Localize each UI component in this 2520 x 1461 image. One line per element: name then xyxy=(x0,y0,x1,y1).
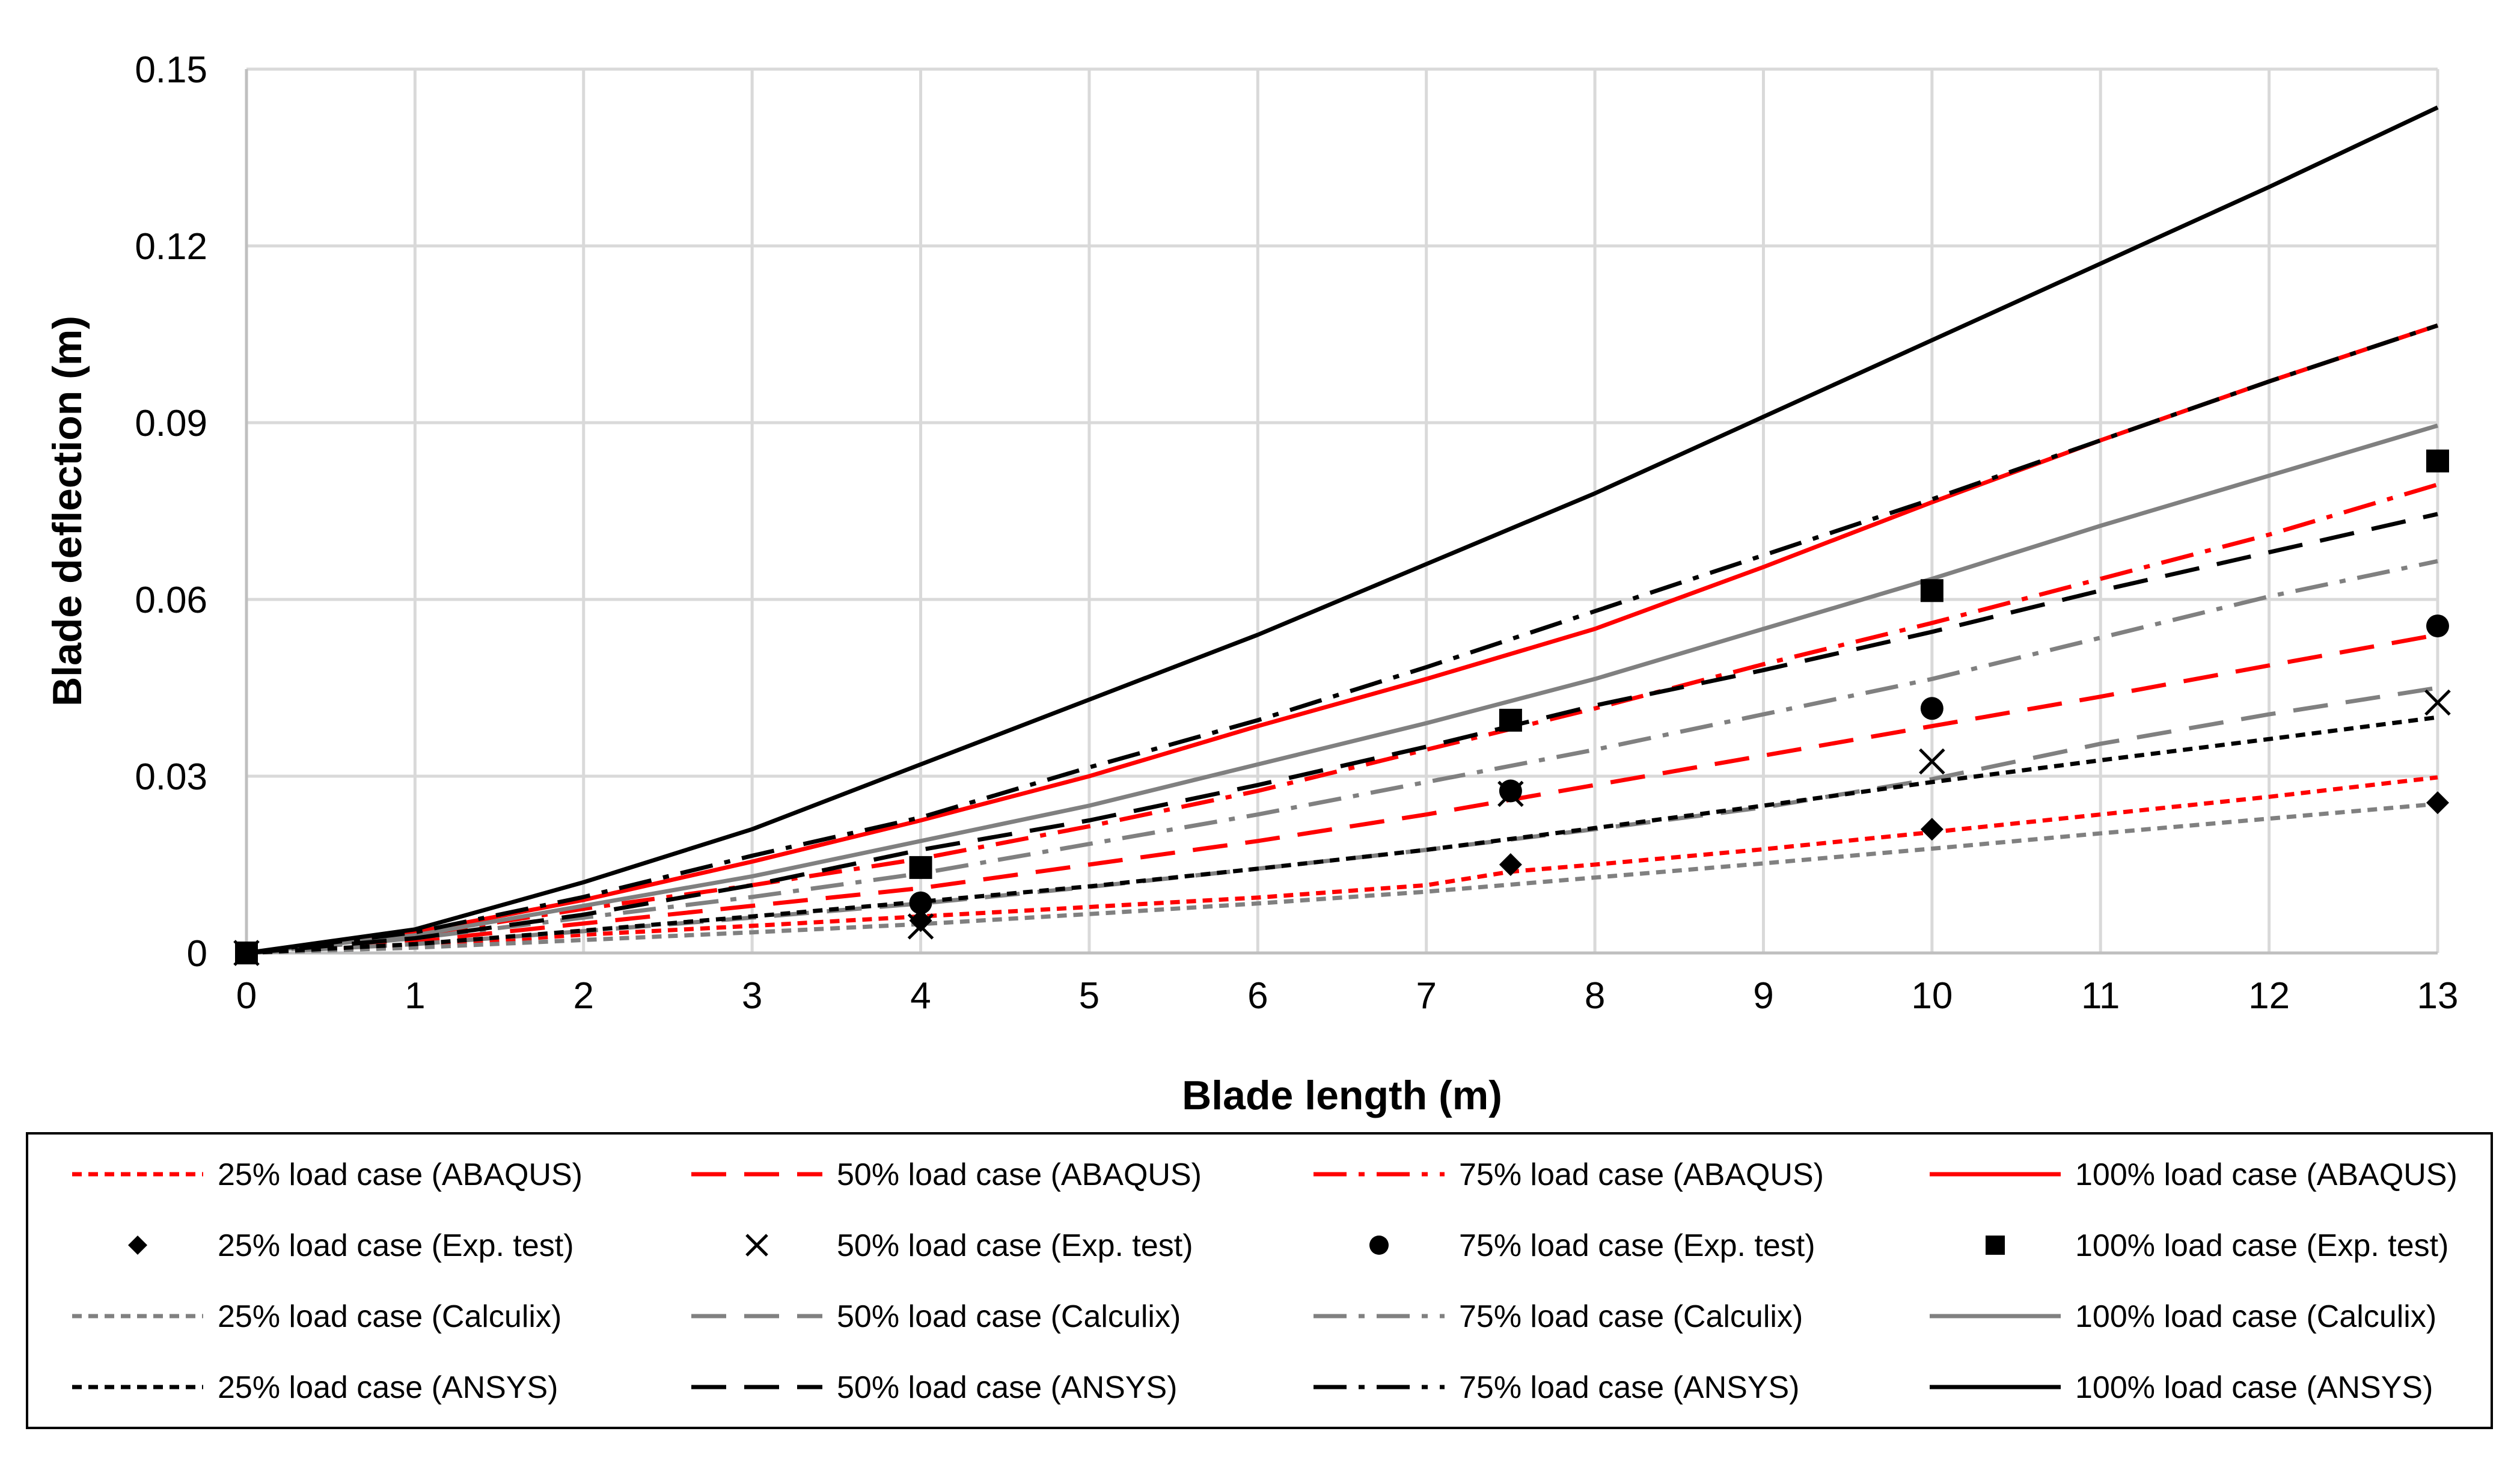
y-tick-label: 0.09 xyxy=(135,403,207,444)
legend-entry: 50% load case (Calculix) xyxy=(691,1299,1181,1334)
legend-entry: 25% load case (Calculix) xyxy=(72,1299,561,1334)
data-point xyxy=(1499,708,1522,732)
legend-label: 75% load case (Calculix) xyxy=(1459,1299,1803,1334)
data-point xyxy=(909,856,932,879)
x-tick-label: 5 xyxy=(1079,975,1099,1017)
legend-label: 100% load case (Calculix) xyxy=(2075,1299,2436,1334)
data-point xyxy=(2426,791,2449,815)
x-tick-label: 9 xyxy=(1753,975,1773,1017)
x-tick-label: 2 xyxy=(573,975,594,1017)
data-point xyxy=(907,913,934,940)
series-line xyxy=(246,323,2439,955)
legend-entry: 100% load case (Calculix) xyxy=(1930,1299,2436,1334)
legend-swatch xyxy=(128,1236,147,1255)
series-line xyxy=(246,801,2438,955)
data-point xyxy=(2424,689,2451,716)
series-line xyxy=(246,715,2438,955)
legend-label: 25% load case (ABAQUS) xyxy=(218,1157,583,1192)
legend-entry: 100% load case (ABAQUS) xyxy=(1930,1157,2457,1192)
series-line xyxy=(246,559,2438,955)
x-axis-title: Blade length (m) xyxy=(1182,1073,1502,1118)
legend-entry: 25% load case (ABAQUS) xyxy=(72,1157,583,1192)
legend-label: 75% load case (Exp. test) xyxy=(1459,1228,1815,1263)
legend-label: 50% load case (ABAQUS) xyxy=(837,1157,1202,1192)
x-tick-label: 7 xyxy=(1416,975,1436,1017)
y-tick-label: 0.12 xyxy=(135,226,207,268)
legend-swatch xyxy=(1986,1236,2005,1255)
plot-area xyxy=(233,105,2451,966)
legend-entry: 50% load case (ABAQUS) xyxy=(691,1157,1202,1192)
y-axis-title: Blade deflection (m) xyxy=(44,316,90,706)
y-tick-label: 0.03 xyxy=(135,756,207,798)
legend-entry: 75% load case (Exp. test) xyxy=(1369,1228,1815,1263)
data-point xyxy=(2426,614,2449,638)
legend xyxy=(26,1132,2493,1429)
x-tick-label: 13 xyxy=(2417,975,2459,1017)
legend-label: 100% load case (ABAQUS) xyxy=(2075,1157,2457,1192)
legend-entry: 25% load case (ANSYS) xyxy=(72,1370,558,1405)
data-point xyxy=(235,942,258,964)
legend-entry: 50% load case (ANSYS) xyxy=(691,1370,1178,1405)
legend-label: 50% load case (Calculix) xyxy=(837,1299,1181,1334)
legend-label: 25% load case (Exp. test) xyxy=(218,1228,574,1263)
legend-entry: 50% load case (Exp. test) xyxy=(745,1228,1193,1263)
x-tick-label: 12 xyxy=(2248,975,2290,1017)
legend-entry: 25% load case (Exp. test) xyxy=(128,1228,574,1263)
legend-swatch xyxy=(745,1234,768,1257)
data-point xyxy=(1920,697,1944,720)
data-point xyxy=(909,909,932,933)
legend-label: 25% load case (ANSYS) xyxy=(218,1370,558,1405)
data-point xyxy=(1499,779,1522,803)
x-tick-label: 11 xyxy=(2081,975,2120,1017)
x-tick-label: 4 xyxy=(910,975,931,1017)
x-tick-label: 8 xyxy=(1585,975,1605,1017)
x-tick-label: 10 xyxy=(1911,975,1953,1017)
x-tick-label: 3 xyxy=(742,975,762,1017)
legend-entry: 75% load case (ANSYS) xyxy=(1314,1370,1800,1405)
data-point xyxy=(2426,449,2449,473)
data-point xyxy=(1499,853,1522,876)
data-point xyxy=(1919,748,1945,775)
legend-label: 25% load case (Calculix) xyxy=(218,1299,561,1334)
x-tick-label: 0 xyxy=(236,975,257,1017)
series-line xyxy=(246,105,2439,955)
x-tick-label: 6 xyxy=(1247,975,1268,1017)
y-tick-label: 0 xyxy=(187,933,207,975)
legend-label: 75% load case (ANSYS) xyxy=(1459,1370,1800,1405)
data-point xyxy=(1920,579,1944,602)
y-tick-label: 0.15 xyxy=(135,49,207,91)
data-point xyxy=(1920,818,1944,841)
series-line xyxy=(246,512,2438,955)
legend-label: 50% load case (ANSYS) xyxy=(837,1370,1178,1405)
legend-label: 75% load case (ABAQUS) xyxy=(1459,1157,1824,1192)
legend-label: 100% load case (Exp. test) xyxy=(2075,1228,2448,1263)
legend-label: 100% load case (ANSYS) xyxy=(2075,1370,2433,1405)
legend-entries: 25% load case (ABAQUS) 50% load case (ABA… xyxy=(72,1157,2457,1405)
legend-entry: 75% load case (Calculix) xyxy=(1314,1299,1803,1334)
series-line xyxy=(246,775,2438,955)
legend-entry: 100% load case (ANSYS) xyxy=(1930,1370,2433,1405)
y-tick-label: 0.06 xyxy=(135,580,207,621)
legend-label: 50% load case (Exp. test) xyxy=(837,1228,1193,1263)
data-point xyxy=(909,891,932,914)
legend-entry: 100% load case (Exp. test) xyxy=(1986,1228,2448,1263)
axes xyxy=(245,69,2438,955)
x-tick-label: 1 xyxy=(405,975,425,1017)
legend-swatch xyxy=(1369,1236,1389,1255)
series-line xyxy=(246,423,2438,955)
legend-entry: 75% load case (ABAQUS) xyxy=(1314,1157,1824,1192)
